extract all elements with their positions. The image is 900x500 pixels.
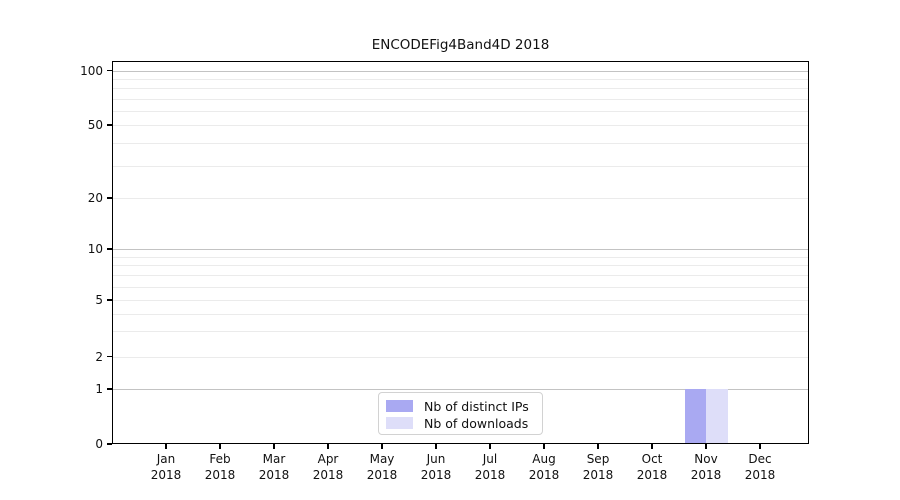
legend-swatch-downloads bbox=[386, 417, 413, 429]
x-tick-label: May 2018 bbox=[366, 452, 398, 482]
x-tick bbox=[759, 444, 761, 449]
x-tick-label: Jul 2018 bbox=[474, 452, 506, 482]
y-gridline-minor bbox=[112, 313, 809, 315]
y-tick-label: 1 bbox=[95, 382, 103, 396]
y-tick-label: 2 bbox=[95, 349, 103, 364]
y-gridline-minor bbox=[112, 142, 809, 144]
y-gridline-minor bbox=[112, 165, 809, 167]
y-gridline-minor bbox=[112, 275, 809, 277]
legend-label-downloads: Nb of downloads bbox=[424, 415, 529, 431]
x-tick bbox=[327, 444, 329, 449]
x-tick-label: Oct 2018 bbox=[636, 452, 668, 482]
x-tick-label: Mar 2018 bbox=[258, 452, 290, 482]
chart-title: ENCODEFig4Band4D 2018 bbox=[371, 37, 550, 53]
y-tick-label: 20 bbox=[87, 191, 103, 205]
y-gridline-minor bbox=[112, 125, 809, 126]
x-tick-label: Jun 2018 bbox=[420, 452, 452, 482]
y-tick bbox=[107, 124, 112, 126]
y-tick-label: 0 bbox=[95, 437, 103, 451]
y-tick bbox=[107, 248, 112, 250]
legend-swatch-distinct-ips bbox=[386, 400, 413, 412]
y-tick bbox=[107, 443, 112, 445]
y-gridline-major bbox=[112, 70, 809, 72]
y-gridline-minor bbox=[112, 356, 809, 358]
x-tick-label: Jan 2018 bbox=[150, 452, 182, 482]
x-tick bbox=[219, 444, 221, 449]
y-tick-label: 100 bbox=[80, 63, 103, 78]
x-tick-label: Apr 2018 bbox=[312, 452, 344, 482]
x-tick bbox=[489, 444, 491, 449]
legend-row-downloads: Nb of downloads bbox=[386, 415, 542, 431]
x-tick bbox=[543, 444, 545, 449]
x-tick bbox=[597, 444, 599, 449]
legend: Nb of distinct IPs Nb of downloads bbox=[378, 392, 543, 435]
x-tick bbox=[651, 444, 653, 449]
y-gridline-major bbox=[112, 389, 809, 390]
y-gridline-minor bbox=[112, 88, 809, 90]
x-tick bbox=[273, 444, 275, 449]
y-tick bbox=[107, 388, 112, 390]
legend-row-distinct-ips: Nb of distinct IPs bbox=[386, 398, 542, 414]
y-tick bbox=[107, 355, 112, 358]
y-gridline-minor bbox=[112, 98, 809, 100]
y-gridline-minor bbox=[112, 300, 809, 301]
y-gridline-minor bbox=[112, 265, 809, 267]
plot-area bbox=[112, 61, 809, 444]
y-tick-label: 10 bbox=[87, 242, 103, 256]
bar-nb-of-downloads bbox=[706, 389, 728, 444]
y-gridline-minor bbox=[112, 198, 809, 199]
y-tick-label: 5 bbox=[95, 293, 103, 307]
legend-label-distinct-ips: Nb of distinct IPs bbox=[424, 398, 529, 414]
y-tick-label: 50 bbox=[87, 118, 103, 132]
x-tick bbox=[381, 444, 383, 449]
y-tick bbox=[107, 197, 112, 199]
y-gridline-minor bbox=[112, 256, 809, 258]
y-gridline-minor bbox=[112, 110, 809, 112]
y-gridline-major bbox=[112, 249, 809, 250]
bar-nb-of-distinct-ips bbox=[684, 389, 706, 444]
x-tick bbox=[435, 444, 437, 449]
y-gridline-minor bbox=[112, 331, 809, 333]
x-tick-label: Aug 2018 bbox=[528, 452, 560, 482]
x-tick bbox=[165, 444, 167, 449]
x-tick-label: Dec 2018 bbox=[744, 452, 776, 482]
y-tick bbox=[107, 299, 112, 301]
x-tick-label: Nov 2018 bbox=[690, 452, 722, 482]
y-gridline-minor bbox=[112, 286, 809, 288]
x-tick bbox=[705, 444, 707, 449]
y-tick bbox=[107, 69, 112, 72]
x-tick-label: Sep 2018 bbox=[582, 452, 614, 482]
x-tick-label: Feb 2018 bbox=[204, 452, 236, 482]
y-gridline-minor bbox=[112, 78, 809, 80]
